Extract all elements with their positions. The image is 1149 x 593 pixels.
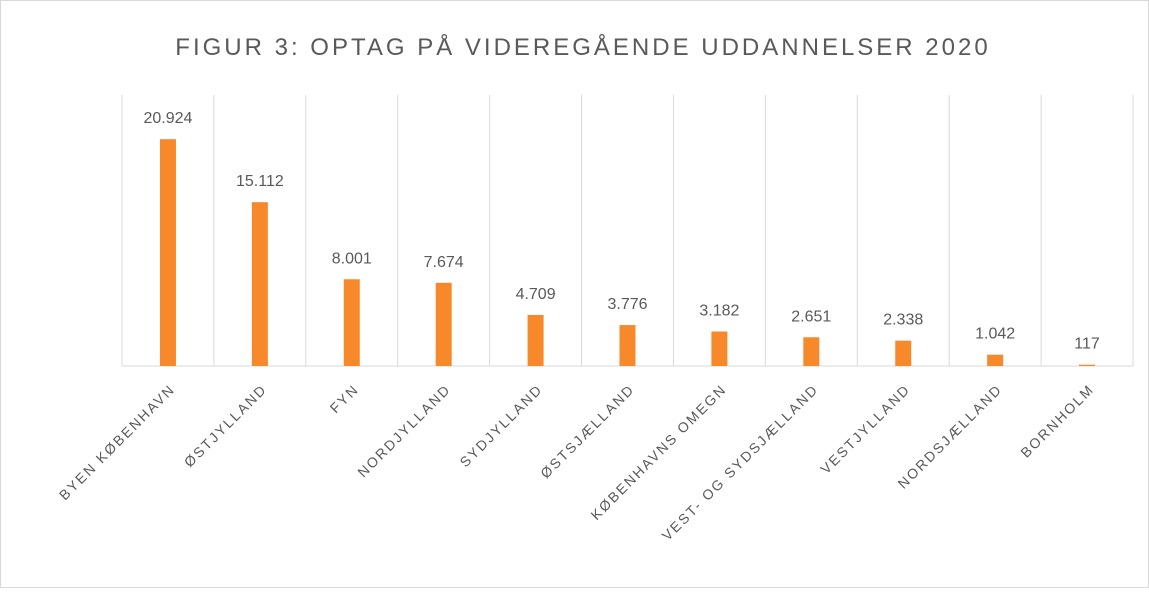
bar — [711, 331, 728, 366]
value-label: 20.924 — [143, 110, 192, 127]
value-label: 7.674 — [424, 254, 464, 271]
value-label: 3.776 — [607, 296, 647, 313]
value-label: 2.651 — [791, 308, 831, 325]
bar — [1079, 364, 1096, 366]
bar — [159, 139, 176, 366]
bar — [987, 354, 1004, 366]
bar — [619, 325, 636, 366]
value-label: 15.112 — [236, 173, 284, 190]
bar — [343, 279, 360, 366]
bar — [251, 202, 268, 366]
value-label: 3.182 — [699, 303, 739, 320]
value-label: 8.001 — [332, 250, 372, 267]
bar — [435, 282, 452, 366]
value-label: 117 — [1074, 336, 1100, 353]
bar — [895, 340, 912, 366]
value-label: 1.042 — [975, 326, 1015, 343]
value-label: 4.709 — [516, 286, 556, 303]
bar — [527, 314, 544, 366]
value-label: 2.338 — [883, 312, 923, 329]
bar — [803, 337, 820, 366]
chart-title: FIGUR 3: OPTAG PÅ VIDEREGÅENDE UDDANNELS… — [175, 33, 990, 61]
